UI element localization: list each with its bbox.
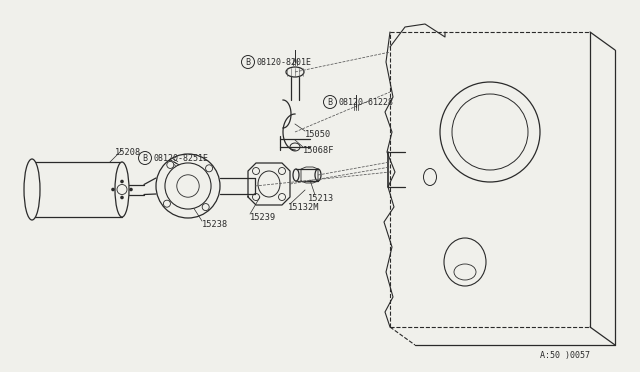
Circle shape <box>165 163 211 209</box>
Text: 08120-8251E: 08120-8251E <box>154 154 209 163</box>
Ellipse shape <box>444 238 486 286</box>
Text: 15213: 15213 <box>308 193 334 202</box>
Text: 15239: 15239 <box>250 212 276 221</box>
Circle shape <box>202 203 209 211</box>
Ellipse shape <box>315 169 321 181</box>
Text: 08120-8201E: 08120-8201E <box>257 58 312 67</box>
Ellipse shape <box>115 162 129 217</box>
Circle shape <box>253 167 259 174</box>
Circle shape <box>120 196 124 199</box>
Circle shape <box>278 193 285 201</box>
Text: 15132M: 15132M <box>288 202 319 212</box>
Text: 08120-61228: 08120-61228 <box>339 97 394 106</box>
Circle shape <box>111 188 115 191</box>
Text: A:50 )0057: A:50 )0057 <box>540 351 590 360</box>
Text: 15238: 15238 <box>202 219 228 228</box>
Circle shape <box>163 200 170 207</box>
Circle shape <box>278 167 285 174</box>
Text: 15208: 15208 <box>115 148 141 157</box>
Text: B: B <box>143 154 148 163</box>
Ellipse shape <box>424 169 436 186</box>
Ellipse shape <box>293 169 299 181</box>
Ellipse shape <box>290 143 300 151</box>
Text: 15050: 15050 <box>305 129 332 138</box>
Circle shape <box>440 82 540 182</box>
Text: 15068F: 15068F <box>303 145 335 154</box>
Ellipse shape <box>258 171 280 197</box>
Circle shape <box>167 161 174 169</box>
Circle shape <box>253 193 259 201</box>
Circle shape <box>120 180 124 183</box>
Text: B: B <box>328 97 333 106</box>
Circle shape <box>205 165 212 172</box>
Ellipse shape <box>454 264 476 280</box>
Text: B: B <box>245 58 251 67</box>
Circle shape <box>129 188 133 191</box>
Circle shape <box>156 154 220 218</box>
Ellipse shape <box>24 159 40 220</box>
Ellipse shape <box>286 67 304 77</box>
